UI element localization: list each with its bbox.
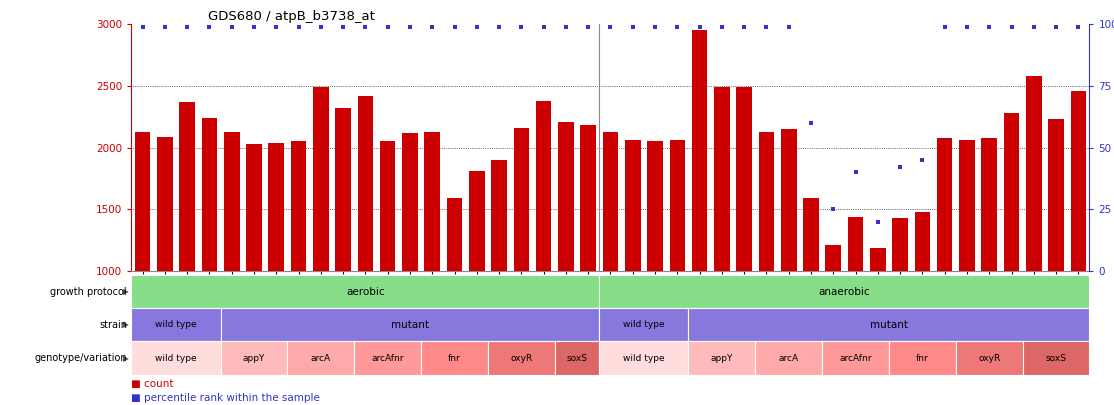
- Text: wild type: wild type: [623, 354, 665, 362]
- Bar: [135, 132, 150, 271]
- Text: appY: appY: [243, 354, 265, 362]
- Bar: [424, 132, 440, 271]
- Bar: [959, 140, 975, 271]
- Text: wild type: wild type: [623, 320, 665, 329]
- Text: oxyR: oxyR: [978, 354, 1000, 362]
- Bar: [981, 138, 997, 271]
- Bar: [1071, 91, 1086, 271]
- Bar: [870, 247, 886, 271]
- Bar: [803, 198, 819, 271]
- Bar: [313, 87, 329, 271]
- Text: growth protocol: growth protocol: [50, 287, 127, 296]
- Bar: [157, 136, 173, 271]
- Text: arcAfnr: arcAfnr: [371, 354, 404, 362]
- Text: arcA: arcA: [311, 354, 331, 362]
- Bar: [915, 212, 930, 271]
- Text: soxS: soxS: [567, 354, 587, 362]
- Bar: [224, 132, 240, 271]
- Bar: [558, 122, 574, 271]
- Text: appY: appY: [711, 354, 733, 362]
- Text: mutant: mutant: [391, 320, 429, 330]
- Bar: [291, 141, 306, 271]
- Bar: [335, 108, 351, 271]
- Bar: [491, 160, 507, 271]
- Bar: [625, 140, 641, 271]
- Bar: [937, 138, 952, 271]
- Bar: [380, 141, 395, 271]
- Bar: [536, 101, 551, 271]
- Bar: [892, 218, 908, 271]
- Text: genotype/variation: genotype/variation: [35, 353, 127, 363]
- Text: arcA: arcA: [779, 354, 799, 362]
- Bar: [647, 141, 663, 271]
- Bar: [692, 30, 707, 271]
- Text: wild type: wild type: [155, 320, 197, 329]
- Bar: [1048, 119, 1064, 271]
- Text: wild type: wild type: [155, 354, 197, 362]
- Bar: [714, 87, 730, 271]
- Text: ▶: ▶: [124, 287, 129, 296]
- Bar: [825, 245, 841, 271]
- Text: ■ percentile rank within the sample: ■ percentile rank within the sample: [131, 393, 321, 403]
- Bar: [1004, 113, 1019, 271]
- Bar: [469, 171, 485, 271]
- Bar: [1026, 76, 1042, 271]
- Bar: [781, 129, 797, 271]
- Bar: [268, 143, 284, 271]
- Text: arcAfnr: arcAfnr: [839, 354, 872, 362]
- Text: oxyR: oxyR: [510, 354, 532, 362]
- Text: aerobic: aerobic: [346, 287, 384, 296]
- Text: ■ count: ■ count: [131, 379, 174, 390]
- Bar: [580, 126, 596, 271]
- Text: ▶: ▶: [124, 354, 129, 362]
- Bar: [358, 96, 373, 271]
- Bar: [202, 118, 217, 271]
- Bar: [179, 102, 195, 271]
- Bar: [670, 140, 685, 271]
- Bar: [603, 132, 618, 271]
- Text: ▶: ▶: [124, 320, 129, 329]
- Text: strain: strain: [99, 320, 127, 330]
- Bar: [447, 198, 462, 271]
- Bar: [848, 217, 863, 271]
- Text: mutant: mutant: [870, 320, 908, 330]
- Bar: [246, 144, 262, 271]
- Bar: [402, 133, 418, 271]
- Bar: [514, 128, 529, 271]
- Text: GDS680 / atpB_b3738_at: GDS680 / atpB_b3738_at: [208, 10, 375, 23]
- Text: fnr: fnr: [916, 354, 929, 362]
- Text: soxS: soxS: [1046, 354, 1066, 362]
- Text: fnr: fnr: [448, 354, 461, 362]
- Bar: [759, 132, 774, 271]
- Bar: [736, 87, 752, 271]
- Text: anaerobic: anaerobic: [819, 287, 870, 296]
